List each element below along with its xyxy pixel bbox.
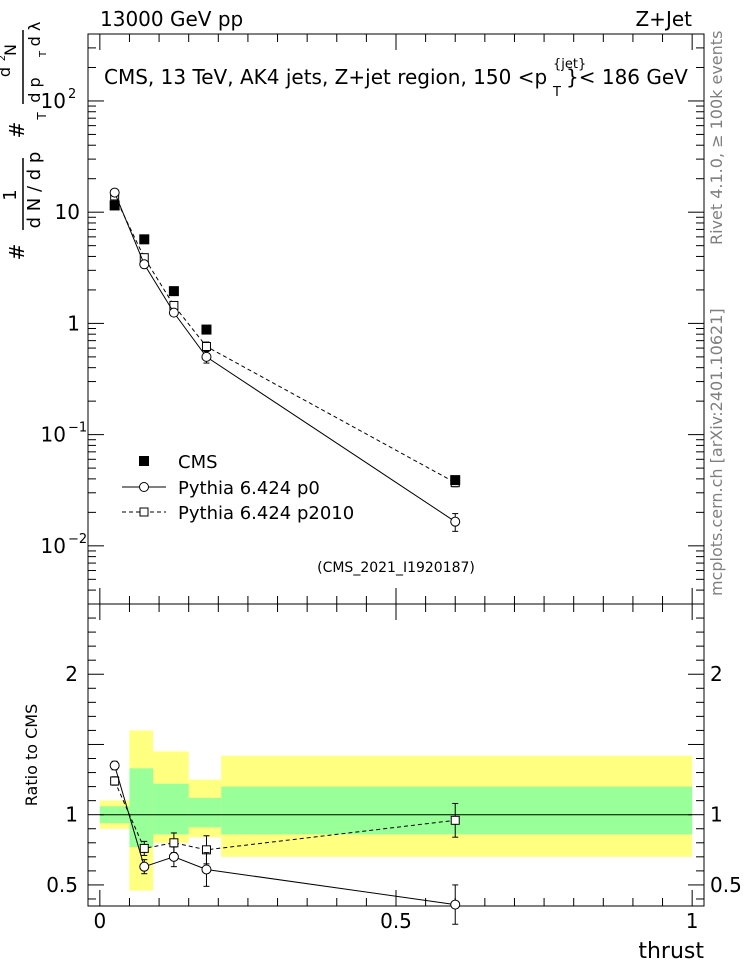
ratio-plot: 0 0.5 1 thrust 0.5 0.5 1 1 2 2 Ratio to CMS: [22, 603, 742, 964]
pythia-p2010-point: [201, 341, 211, 351]
ratio-pythia-p2010-point: [139, 843, 149, 853]
green-band-1: [129, 768, 154, 848]
x-axis-label: thrust: [638, 939, 704, 964]
y-tick-exponent: −2: [68, 532, 87, 547]
cms-data-point: [168, 286, 179, 297]
pythia-p0-point: [139, 259, 150, 270]
ratio-pythia-p0-point: [450, 899, 461, 910]
ylabel-dpt: d p: [25, 77, 44, 102]
green-band-3: [188, 797, 222, 828]
ratio-pythia-p0-point: [201, 864, 212, 875]
ylabel-d: d: [0, 67, 14, 77]
ratio-pythia-p0-point: [168, 851, 179, 862]
green-band-2: [153, 783, 189, 835]
pythia-p0-point: [201, 351, 212, 362]
main-y-label: #1d N / d p T # d 2Nd p Td λ: [0, 22, 49, 261]
header-left: 13000 GeV pp: [100, 7, 243, 31]
y-tick-label-right: 1: [710, 803, 723, 827]
analysis-watermark: (CMS_2021_I1920187): [317, 560, 475, 576]
y-tick-label: 10: [55, 200, 80, 224]
legend-marker-cms: [139, 456, 149, 466]
pythia-p0-point: [168, 307, 179, 318]
y-tick-label: 1: [65, 803, 78, 827]
pythia-p2010-line: [114, 195, 456, 484]
legend: CMS Pythia 6.424 p0 Pythia 6.424 p2010: [122, 452, 354, 524]
ratio-pythia-p0-point: [139, 861, 150, 872]
y-tick-label: 0.5: [46, 873, 78, 897]
y-tick-exponent: 2: [68, 87, 76, 102]
x-tick-label: 0.5: [380, 909, 412, 933]
ratio-y-label: Ratio to CMS: [22, 704, 41, 806]
pythia-p0-point: [109, 187, 120, 198]
ylabel-power: 2: [0, 55, 8, 61]
ratio-pythia-p2010-line: [114, 780, 456, 851]
cms-data-point: [139, 234, 150, 245]
main-title: CMS, 13 TeV, AK4 jets, Z+jet region, 150…: [104, 57, 688, 100]
pythia-p0-point: [450, 516, 461, 527]
legend-label-p0: Pythia 6.424 p0: [178, 478, 320, 499]
x-tick-label: 1: [686, 909, 699, 933]
ylabel-denominator-sub: T: [35, 112, 49, 121]
ylabel-N: N: [1, 44, 20, 56]
y-tick-label: 10: [41, 89, 66, 113]
y-tick-label: 2: [65, 662, 78, 686]
y-tick-label: 10: [41, 534, 66, 558]
title-subscript: T: [552, 85, 561, 100]
ratio-pythia-p2010-point: [110, 776, 120, 786]
green-band-4: [221, 786, 693, 835]
x-tick-label: 0: [93, 909, 106, 933]
legend-label-cms: CMS: [178, 452, 218, 473]
ylabel-dlambda: d λ: [25, 22, 44, 47]
ratio-pythia-p2010-point: [450, 815, 460, 825]
cms-data-point: [109, 200, 120, 211]
ylabel-denominator: d N / d p: [24, 152, 45, 229]
ylabel-dpt-sub: T: [38, 50, 49, 58]
header-right: Z+Jet: [635, 7, 692, 31]
pythia-p0-line: [114, 192, 456, 523]
title-suffix: }< 186 GeV: [566, 65, 688, 89]
legend-label-p2010: Pythia 6.424 p2010: [178, 503, 354, 524]
y-tick-label-right: 2: [710, 662, 723, 686]
ylabel-hash-2: #: [5, 122, 29, 139]
ratio-pythia-p0-point: [109, 760, 120, 771]
cms-data-point: [201, 324, 212, 335]
title-text: CMS, 13 TeV, AK4 jets, Z+jet region, 150…: [104, 65, 547, 89]
ylabel-hash-1: #: [5, 244, 29, 261]
title-superscript: {jet}: [553, 57, 586, 72]
mcplots-label: mcplots.cern.ch [arXiv:2401.10621]: [707, 308, 726, 596]
ylabel-numerator-one: 1: [0, 189, 21, 200]
rivet-label: Rivet 4.1.0, ≥ 100k events: [707, 31, 726, 245]
legend-marker-p0: [139, 482, 149, 492]
y-tick-label: 1: [67, 311, 80, 335]
y-tick-label-right: 0.5: [710, 873, 742, 897]
cms-data-point: [450, 475, 461, 486]
ratio-pythia-p2010-point: [169, 838, 179, 848]
y-tick-label: 10: [41, 423, 66, 447]
legend-marker-p2010: [139, 507, 149, 517]
y-tick-exponent: −1: [68, 421, 87, 436]
